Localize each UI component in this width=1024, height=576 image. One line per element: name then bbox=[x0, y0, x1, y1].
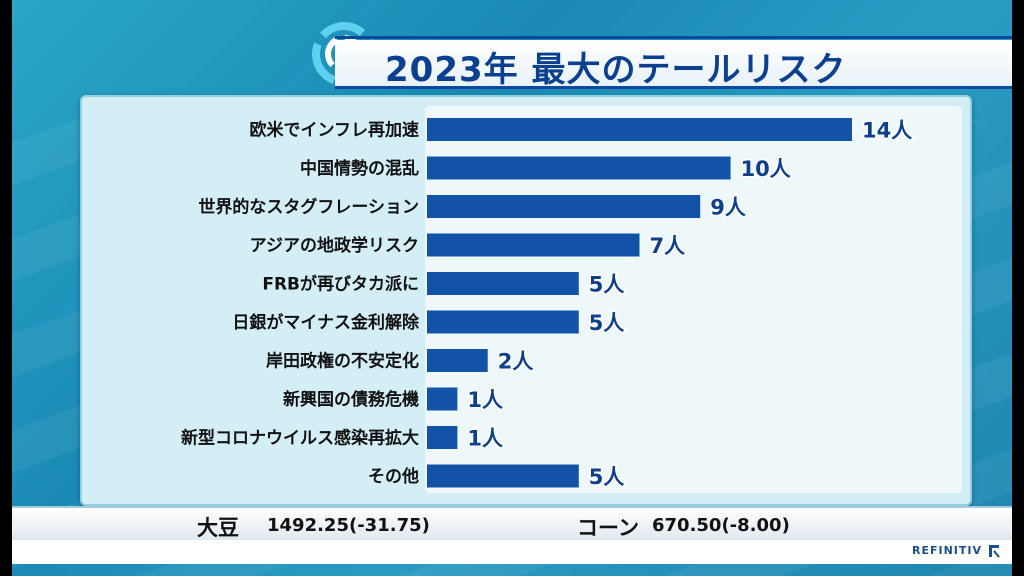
category-label-8: 新型コロナウイルス感染再拡大 bbox=[181, 428, 419, 449]
ticker-item2-value: 670.50(-8.00) bbox=[652, 515, 790, 536]
bar-6 bbox=[427, 349, 488, 372]
value-label-8: 1人 bbox=[467, 427, 503, 451]
chart-panel: 欧米でインフレ再加速 14人中国情勢の混乱 10人世界的なスタグフレーション 9人アジ… bbox=[80, 95, 972, 506]
category-label-7: 新興国の債務危機 bbox=[283, 389, 419, 410]
category-label-3: アジアの地政学リスク bbox=[250, 235, 419, 256]
brand-logo: REFINITIV bbox=[912, 544, 982, 557]
value-label-5: 5人 bbox=[589, 311, 625, 335]
category-label-0: 欧米でインフレ再加速 bbox=[250, 120, 420, 141]
category-label-1: 中国情勢の混乱 bbox=[300, 158, 419, 179]
ticker-item2-name: コーン bbox=[577, 516, 639, 540]
value-label-4: 5人 bbox=[589, 273, 625, 297]
bar-7 bbox=[427, 387, 458, 411]
bar-0 bbox=[427, 118, 852, 141]
bottom-strip: REFINITIV bbox=[12, 540, 1012, 564]
page-title: 2023年 最大のテールリスク bbox=[385, 50, 847, 90]
title-bar: 2023年 最大のテールリスク bbox=[335, 36, 1012, 90]
bar-3 bbox=[427, 233, 640, 257]
value-label-2: 9人 bbox=[710, 196, 746, 220]
value-label-0: 14人 bbox=[862, 119, 912, 143]
bar-4 bbox=[427, 272, 579, 295]
broadcast-frame: 2023年 最大のテールリスク 欧米でインフレ再加速 14人中国情勢の混乱 10人世… bbox=[12, 0, 1012, 576]
category-label-5: 日銀がマイナス金利解除 bbox=[232, 312, 420, 333]
value-label-6: 2人 bbox=[498, 350, 534, 374]
category-label-4: FRBが再びタカ派に bbox=[262, 274, 419, 295]
bar-9 bbox=[427, 464, 579, 488]
bar-8 bbox=[427, 426, 458, 449]
ticker-item1-value: 1492.25(-31.75) bbox=[267, 515, 430, 536]
value-label-7: 1人 bbox=[467, 388, 503, 412]
bar-1 bbox=[427, 156, 731, 180]
value-label-3: 7人 bbox=[650, 234, 686, 258]
ticker-item1-name: 大豆 bbox=[197, 516, 239, 540]
commodity-ticker: 大豆 1492.25(-31.75) コーン 670.50(-8.00) bbox=[12, 506, 1012, 542]
category-label-6: 岸田政権の不安定化 bbox=[266, 351, 419, 372]
value-label-1: 10人 bbox=[741, 157, 791, 181]
category-label-9: その他 bbox=[368, 466, 419, 487]
value-label-9: 5人 bbox=[589, 465, 625, 489]
category-label-2: 世界的なスタグフレーション bbox=[198, 197, 419, 218]
refinitiv-icon bbox=[989, 545, 1000, 558]
bar-2 bbox=[427, 195, 701, 218]
bar-5 bbox=[427, 310, 579, 334]
